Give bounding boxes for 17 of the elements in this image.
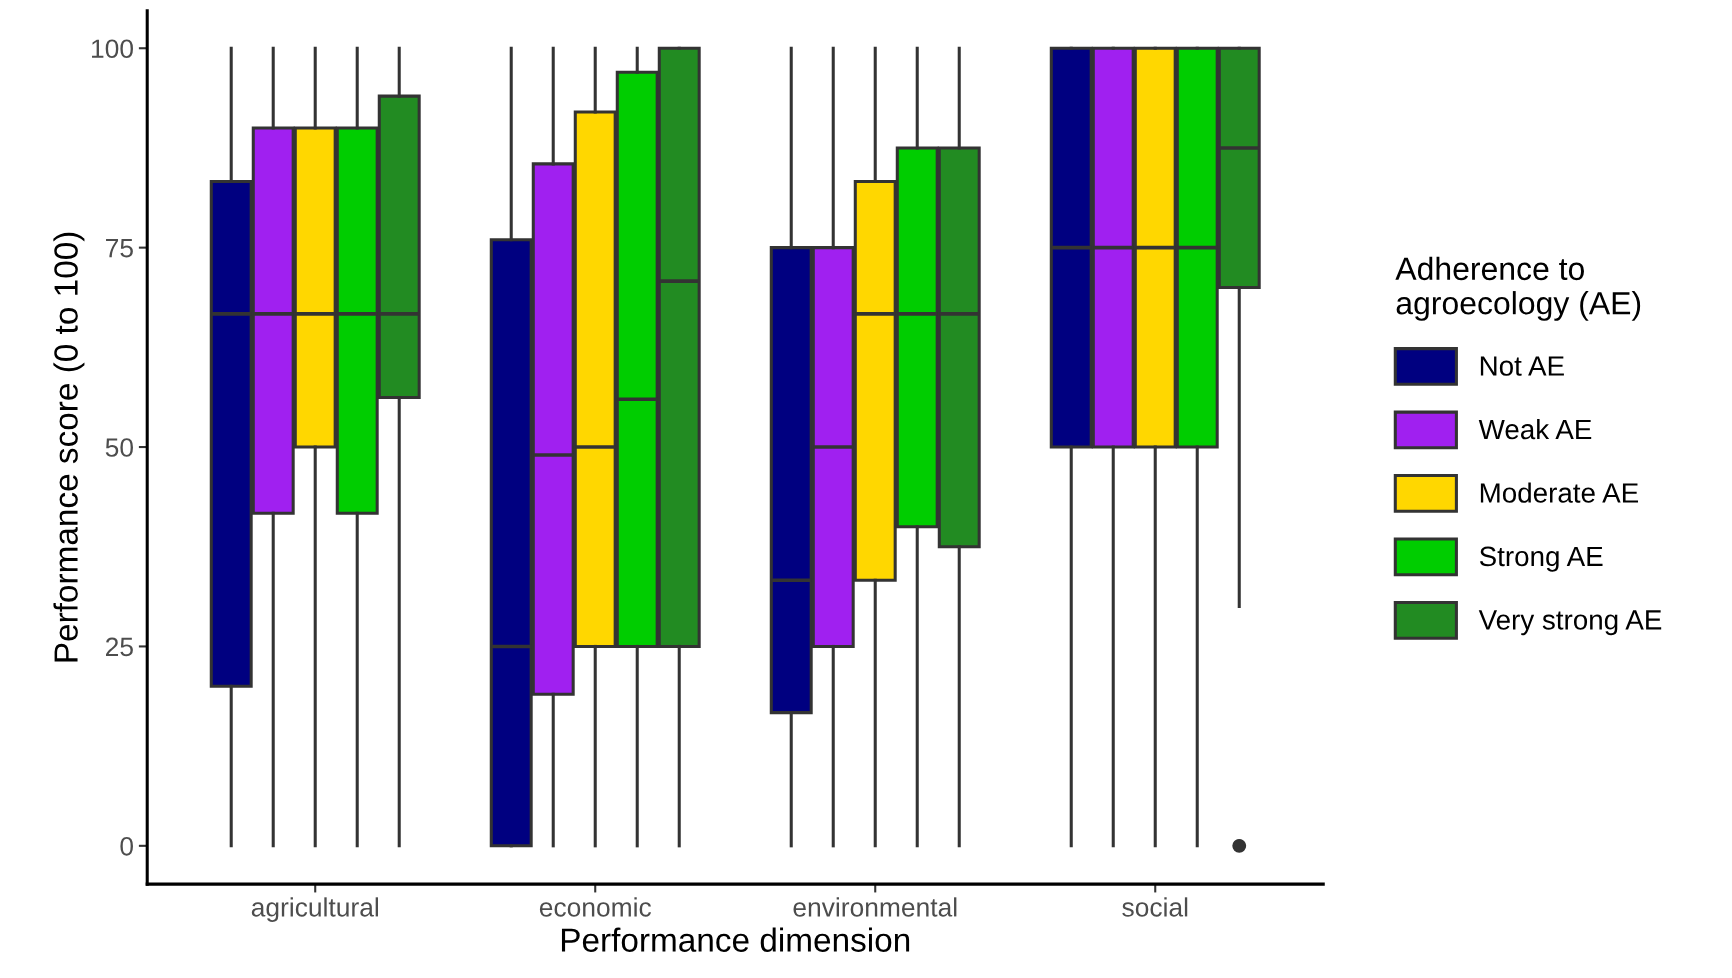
legend-label: Moderate AE xyxy=(1480,482,1639,503)
y-tick-label: 50 xyxy=(105,438,133,457)
legend-label: Weak AE xyxy=(1478,418,1592,440)
x-tick-label: economic xyxy=(539,897,652,917)
legend-label: Strong AE xyxy=(1479,546,1603,572)
y-tick-label: 25 xyxy=(106,637,133,657)
legend-title: Adherence to agroecology (AE) xyxy=(1395,256,1641,321)
x-tick-label: agricultural xyxy=(251,897,378,922)
y-tick-label: 0 xyxy=(120,836,133,856)
legend-label: Not AE xyxy=(1480,356,1564,376)
legend-label: Very strong AE xyxy=(1478,610,1662,636)
x-tick-label: environmental xyxy=(793,897,957,917)
y-axis-title: Performance score (0 to 100) xyxy=(53,232,85,662)
x-tick-label: social xyxy=(1122,897,1188,917)
y-tick-label: 100 xyxy=(92,39,133,59)
x-axis-title: Performance dimension xyxy=(561,927,910,952)
y-tick-label: 75 xyxy=(106,239,133,258)
